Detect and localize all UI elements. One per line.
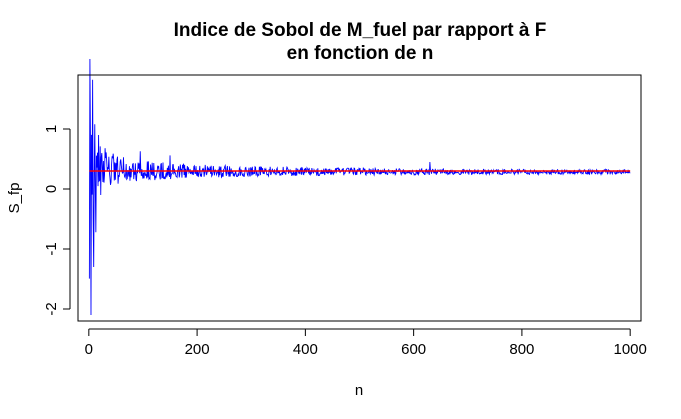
chart-title-line2: en fonction de n [287,43,434,64]
series-line-estimate [88,58,631,316]
x-tick-label: 400 [293,341,318,358]
y-axis: -2 -1 0 1 [43,125,71,316]
x-tick-label: 600 [401,341,426,358]
series-layer [88,58,631,316]
plot-frame [77,74,642,322]
y-axis-label: S_fp [6,183,23,214]
chart-title-line1: Indice de Sobol de M_fuel par rapport à … [174,20,547,41]
y-tick-label: -2 [43,302,60,315]
y-tick-label: -1 [43,242,60,255]
y-tick-label: 0 [43,185,60,193]
x-tick-label: 200 [185,341,210,358]
x-axis-label: n [355,382,363,399]
x-tick-label: 1000 [613,341,646,358]
x-tick-label: 800 [509,341,534,358]
x-tick-label: 0 [85,341,93,358]
y-tick-label: 1 [43,125,60,133]
x-axis: 0 200 400 600 800 1000 [85,328,647,358]
